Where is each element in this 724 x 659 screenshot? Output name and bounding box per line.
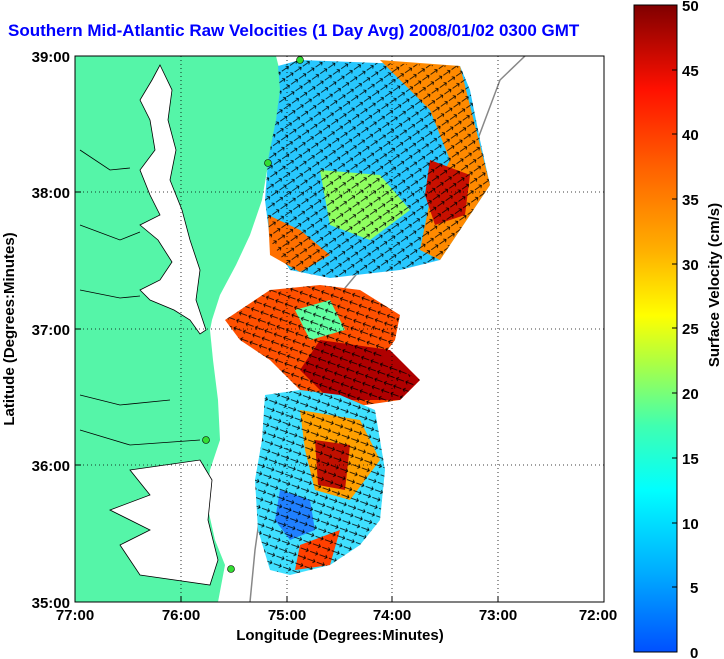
colorbar-tick-label: 30: [682, 257, 699, 274]
x-tick-label: 75:00: [268, 607, 306, 624]
colorbar-tick-label: 45: [682, 63, 699, 80]
land-mass: [75, 56, 282, 602]
y-tick-label: 38:00: [32, 185, 70, 202]
radar-station-marker: [227, 565, 235, 573]
coastal-rivers: [79, 149, 201, 446]
colorbar-tick-label: 10: [682, 516, 699, 533]
tick-marks: [74, 55, 605, 603]
y-tick-label: 39:00: [32, 49, 70, 66]
grid-lines: [75, 56, 604, 602]
y-tick-label: 36:00: [32, 458, 70, 475]
colorbar-tick-label: 50: [682, 0, 699, 15]
colorbar-tick-label: 25: [682, 321, 699, 338]
x-tick-label: 72:00: [579, 607, 617, 624]
colorbar-ticks: [672, 4, 677, 653]
colorbar-tick-label: 20: [682, 386, 699, 403]
x-tick-label: 77:00: [56, 607, 94, 624]
colorbar-tick-label: 0: [690, 645, 698, 659]
map-title: Southern Mid-Atlantic Raw Velocities (1 …: [8, 21, 580, 40]
x-tick-label: 76:00: [162, 607, 200, 624]
velocity-vectors-mid: [225, 285, 420, 410]
colorbar-title: Surface Velocity (cm/s): [706, 203, 723, 367]
radar-station-marker: [296, 56, 304, 64]
chesapeake-bay: [139, 64, 207, 335]
x-tick-label: 74:00: [373, 607, 411, 624]
radar-station-marker: [202, 436, 210, 444]
x-axis-title: Longitude (Degrees:Minutes): [236, 627, 444, 644]
y-tick-label: 35:00: [32, 595, 70, 612]
colorbar-tick-label: 35: [682, 192, 699, 209]
colorbar-tick-label: 15: [682, 451, 699, 468]
y-axis-title: Latitude (Degrees:Minutes): [1, 232, 18, 425]
x-tick-label: 73:00: [479, 607, 517, 624]
colorbar-tick-label: 5: [690, 580, 698, 597]
pamlico-sound: [109, 459, 219, 586]
radar-station-marker: [264, 159, 272, 167]
colorbar-tick-label: 40: [682, 127, 699, 144]
velocity-vectors-north: [265, 60, 490, 278]
velocity-vectors-south: [255, 390, 385, 575]
y-tick-label: 37:00: [32, 322, 70, 339]
colorbar: [633, 4, 678, 653]
